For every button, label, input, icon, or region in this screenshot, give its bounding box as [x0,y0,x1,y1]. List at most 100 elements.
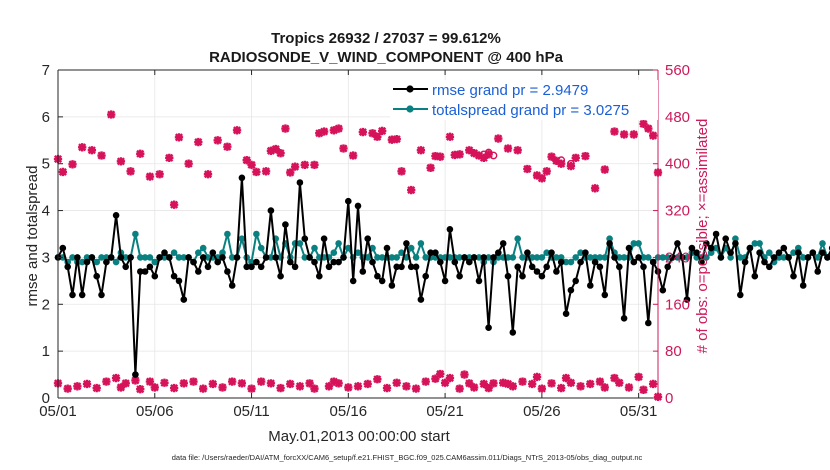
totalspread-point [83,254,91,261]
obs-assimilated-marker [402,382,411,391]
y-tick-label-right: 240 [665,249,690,266]
rmse-point [557,258,565,266]
obs-assimilated-marker-glyph [184,159,193,168]
obs-assimilated-marker [392,378,401,387]
obs-assimilated-marker-glyph [271,144,280,154]
totalspread-point [577,249,584,256]
rmse-point [461,254,468,261]
obs-assimilated-marker-glyph [503,144,513,153]
obs-assimilated-marker [479,379,488,389]
totalspread-point [345,244,352,252]
obs-assimilated-marker [257,377,266,386]
obs-assimilated-marker-glyph [373,132,382,141]
rmse-point [403,240,410,247]
obs-assimilated-marker [174,133,184,142]
totalspread-point [224,230,231,238]
obs-assimilated-marker-glyph [523,164,532,174]
obs-assimilated-marker [528,379,537,389]
y-tick-label-left: 4 [42,203,50,220]
rmse-point [388,282,396,289]
totalspread-point [335,240,342,247]
rmse-point [737,291,744,299]
obs-assimilated-marker-glyph [334,379,343,388]
rmse-point [480,254,488,261]
rmse-point [354,202,362,210]
obs-assimilated-marker-glyph [131,376,140,385]
obs-assimilated-marker-glyph [440,378,450,387]
rmse-point [446,226,454,233]
obs-assimilated-marker [199,384,208,393]
totalspread-point [814,254,821,261]
obs-assimilated-marker [513,146,522,155]
rmse-point [732,240,739,247]
totalspread-point [466,254,473,261]
rmse-point [485,324,492,332]
y-tick-label-left: 5 [42,156,50,173]
obs-assimilated-marker [150,383,159,392]
obs-assimilated-marker [276,149,285,158]
obs-assimilated-marker [537,384,547,393]
x-tick-label: 05/01 [39,403,77,420]
totalspread-point [253,230,260,238]
rmse-series [54,174,830,378]
obs-assimilated-marker-glyph [223,142,232,151]
y-tick-label-left: 1 [42,343,50,360]
obs-assimilated-marker [397,167,406,176]
legend-rmse-label: rmse grand pr = 2.9479 [432,82,588,99]
rmse-point [378,277,386,285]
totalspread-point [606,235,613,242]
rmse-point [209,249,217,256]
obs-assimilated-marker [455,150,464,159]
totalspread-point [591,254,599,261]
obs-assimilated-marker-glyph [378,126,387,136]
obs-assimilated-marker [387,135,397,144]
rmse-point [69,291,76,299]
rmse-point [775,249,783,256]
obs-assimilated-marker [378,126,387,136]
obs-assimilated-marker [165,153,174,163]
obs-assimilated-marker-glyph [436,369,445,379]
totalspread-point [519,254,526,261]
obs-assimilated-marker [639,385,648,394]
rmse-point [625,244,633,252]
obs-assimilated-marker-glyph [649,131,658,140]
obs-assimilated-marker [407,185,416,195]
rmse-point [587,282,594,289]
obs-assimilated-marker-glyph [107,110,116,119]
obs-assimilated-marker-glyph [169,200,179,209]
obs-assimilated-marker [310,384,319,393]
totalspread-point [407,244,415,252]
obs-assimilated-marker-glyph [266,379,276,388]
rmse-point [751,272,759,280]
obs-assimilated-marker-glyph [610,373,619,383]
rmse-point [243,263,250,271]
rmse-point [470,254,478,261]
obs-assimilated-marker [184,159,193,168]
rmse-point [577,258,584,266]
obs-assimilated-marker-glyph [324,382,334,391]
totalspread-point [562,258,570,266]
obs-assimilated-marker-glyph [247,384,256,393]
rmse-point [267,207,275,214]
rmse-point [669,254,676,261]
y-axis-label-right: # of obs: o=possible; ×=assimilated [694,119,711,354]
plot-area [57,69,658,399]
rmse-point [804,254,812,261]
obs-assimilated-marker [126,167,135,176]
obs-possible-marker [479,150,488,159]
obs-assimilated-marker [518,377,527,386]
obs-assimilated-marker-glyph [411,384,421,393]
obs-assimilated-marker [450,150,459,160]
obs-assimilated-marker-glyph [649,379,658,389]
rmse-point [635,254,642,261]
rmse-point [620,315,628,322]
obs-assimilated-marker-glyph [295,382,305,391]
obs-assimilated-marker-glyph [576,382,585,391]
obs-assimilated-marker [445,373,455,383]
rmse-point [291,263,299,271]
totalspread-point [103,254,110,261]
rmse-point [630,258,638,266]
obs-assimilated-marker-glyph [455,384,464,393]
obs-assimilated-marker-glyph [213,136,222,145]
totalspread-point [674,254,681,261]
